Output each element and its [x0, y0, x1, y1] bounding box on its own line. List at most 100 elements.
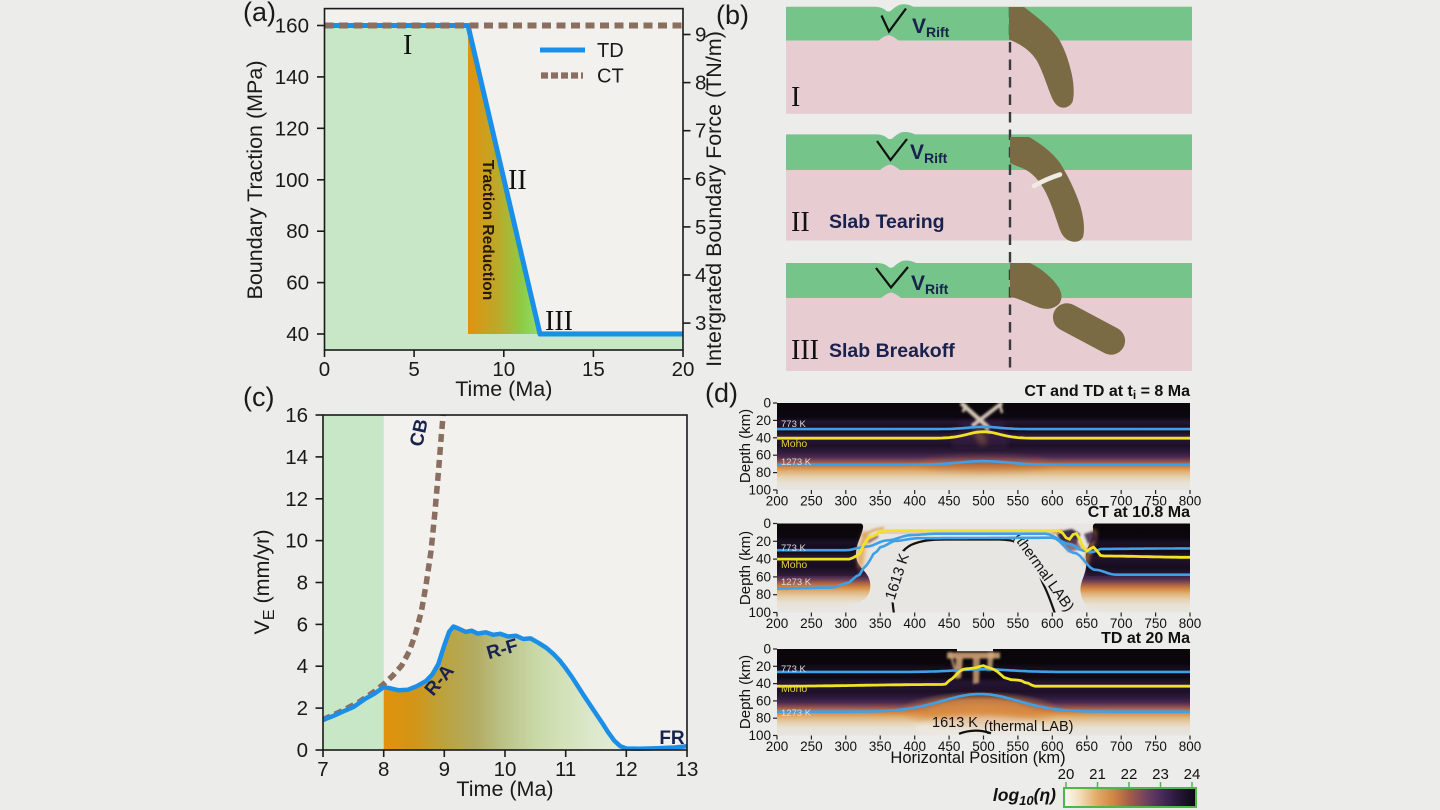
svg-text:773 K: 773 K	[781, 419, 806, 430]
svg-text:2: 2	[297, 697, 308, 720]
svg-text:12: 12	[285, 488, 308, 511]
svg-text:Moho: Moho	[781, 438, 807, 450]
svg-text:250: 250	[800, 494, 823, 509]
svg-text:650: 650	[1076, 494, 1099, 509]
svg-text:750: 750	[1144, 739, 1167, 754]
svg-text:350: 350	[869, 616, 892, 631]
svg-text:1613 K: 1613 K	[932, 715, 978, 731]
svg-text:1273 K: 1273 K	[781, 708, 812, 719]
svg-text:(d): (d)	[705, 378, 738, 408]
svg-text:100: 100	[748, 483, 771, 498]
svg-text:8: 8	[297, 572, 308, 595]
svg-text:(a): (a)	[243, 0, 276, 27]
svg-text:350: 350	[869, 739, 892, 754]
svg-text:Slab Tearing: Slab Tearing	[829, 211, 945, 233]
svg-text:600: 600	[1041, 616, 1064, 631]
svg-text:650: 650	[1076, 739, 1099, 754]
svg-text:TD at 20 Ma: TD at 20 Ma	[1101, 630, 1190, 647]
svg-text:700: 700	[1110, 739, 1133, 754]
svg-text:(c): (c)	[243, 382, 274, 412]
svg-text:FR: FR	[659, 728, 685, 749]
svg-text:250: 250	[800, 739, 823, 754]
svg-text:80: 80	[756, 587, 771, 602]
svg-text:24: 24	[1184, 766, 1201, 783]
svg-text:TD: TD	[597, 40, 624, 62]
svg-text:160: 160	[275, 15, 309, 38]
svg-text:20: 20	[1058, 766, 1075, 783]
svg-text:14: 14	[285, 446, 308, 469]
svg-text:200: 200	[766, 739, 789, 754]
svg-text:750: 750	[1144, 616, 1167, 631]
svg-text:8: 8	[695, 72, 706, 95]
svg-text:650: 650	[1076, 616, 1099, 631]
svg-text:40: 40	[756, 676, 771, 691]
svg-text:200: 200	[766, 616, 789, 631]
svg-text:Depth (km): Depth (km)	[737, 655, 754, 729]
svg-text:Slab Breakoff: Slab Breakoff	[829, 340, 955, 362]
svg-text:Horizontal Position (km): Horizontal Position (km)	[890, 749, 1065, 767]
svg-text:300: 300	[835, 494, 858, 509]
svg-text:Boundary Traction (MPa): Boundary Traction (MPa)	[243, 61, 267, 300]
svg-text:800: 800	[1179, 494, 1202, 509]
svg-text:7: 7	[317, 758, 328, 781]
svg-text:20: 20	[756, 534, 771, 549]
svg-text:60: 60	[756, 693, 771, 708]
svg-text:3: 3	[695, 312, 706, 335]
svg-text:CT: CT	[597, 66, 624, 88]
svg-text:13: 13	[676, 758, 699, 781]
svg-text:(b): (b)	[716, 0, 749, 30]
svg-text:12: 12	[615, 758, 638, 781]
svg-text:750: 750	[1144, 494, 1167, 509]
svg-text:Depth (km): Depth (km)	[737, 409, 754, 483]
svg-text:80: 80	[756, 465, 771, 480]
svg-text:CT and TD at ti = 8 Ma: CT and TD at ti = 8 Ma	[1024, 383, 1190, 402]
svg-text:20: 20	[756, 413, 771, 428]
svg-text:40: 40	[756, 552, 771, 567]
svg-text:15: 15	[582, 358, 605, 381]
svg-text:Intergrated Boundary Force (TN: Intergrated Boundary Force (TN/m)	[702, 31, 726, 367]
svg-text:500: 500	[972, 494, 995, 509]
svg-text:600: 600	[1041, 739, 1064, 754]
svg-text:250: 250	[800, 616, 823, 631]
svg-text:40: 40	[286, 323, 309, 346]
svg-text:Traction Reduction: Traction Reduction	[479, 160, 496, 300]
svg-text:10: 10	[492, 358, 515, 381]
svg-text:log10(η): log10(η)	[993, 785, 1056, 808]
svg-text:Moho: Moho	[781, 559, 807, 571]
svg-text:400: 400	[903, 739, 926, 754]
svg-text:0: 0	[763, 516, 771, 531]
svg-text:300: 300	[835, 616, 858, 631]
svg-text:22: 22	[1121, 766, 1138, 783]
svg-text:500: 500	[972, 616, 995, 631]
svg-text:120: 120	[275, 117, 309, 140]
svg-text:0: 0	[319, 358, 330, 381]
svg-text:(thermal LAB): (thermal LAB)	[984, 719, 1073, 735]
svg-text:140: 140	[275, 66, 309, 89]
svg-text:6: 6	[297, 613, 308, 636]
svg-text:16: 16	[285, 404, 308, 427]
svg-text:11: 11	[555, 758, 576, 781]
svg-text:III: III	[545, 306, 573, 337]
svg-text:4: 4	[695, 264, 706, 287]
svg-text:800: 800	[1179, 616, 1202, 631]
svg-text:800: 800	[1179, 739, 1202, 754]
svg-text:23: 23	[1152, 766, 1169, 783]
svg-text:80: 80	[286, 220, 309, 243]
svg-text:500: 500	[972, 739, 995, 754]
svg-text:0: 0	[297, 739, 308, 762]
svg-text:450: 450	[938, 616, 961, 631]
svg-text:600: 600	[1041, 494, 1064, 509]
svg-text:80: 80	[756, 711, 771, 726]
svg-text:700: 700	[1110, 616, 1133, 631]
svg-text:0: 0	[763, 396, 771, 411]
svg-text:1273 K: 1273 K	[781, 577, 812, 588]
svg-text:0: 0	[763, 642, 771, 657]
svg-text:VE (mm/yr): VE (mm/yr)	[250, 529, 278, 634]
svg-text:8: 8	[378, 758, 389, 781]
svg-text:60: 60	[756, 448, 771, 463]
svg-text:6: 6	[695, 168, 706, 191]
svg-text:200: 200	[766, 494, 789, 509]
svg-text:Depth (km): Depth (km)	[737, 531, 754, 605]
svg-text:550: 550	[1007, 494, 1030, 509]
svg-text:100: 100	[275, 169, 309, 192]
